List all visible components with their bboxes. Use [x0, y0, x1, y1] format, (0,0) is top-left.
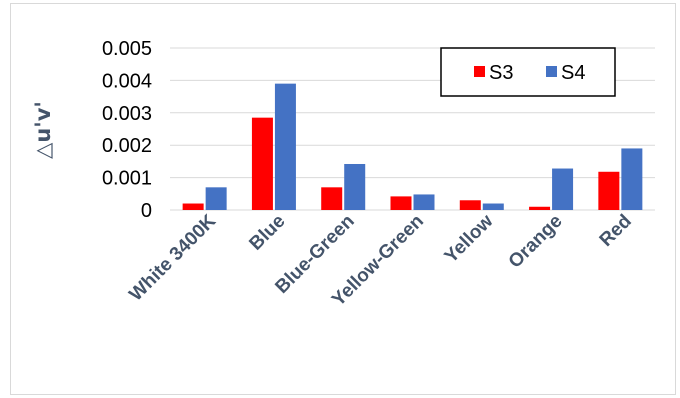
bar-s3-blue-green: [321, 187, 343, 210]
y-axis-ticks: 0 0.001 0.002 0.003 0.004 0.005: [102, 38, 152, 222]
legend-swatch-s3: [474, 66, 485, 77]
y-tick-label: 0: [141, 200, 152, 222]
legend-label-s3: S3: [489, 62, 513, 84]
y-tick-label: 0.001: [102, 168, 152, 190]
bar-s4-yellow: [482, 203, 504, 210]
bar-s4-blue-green: [344, 163, 366, 210]
y-tick-label: 0.003: [102, 103, 152, 125]
bar-s3-blue: [251, 117, 273, 210]
y-axis-label: △u'v': [31, 101, 55, 159]
bar-s4-white-3400k: [205, 187, 227, 210]
bar-s4-orange: [552, 168, 574, 210]
legend: S3 S4: [440, 47, 616, 97]
bar-s3-red: [598, 171, 620, 210]
bars: [182, 83, 643, 210]
bar-s4-yellow-green: [413, 194, 435, 210]
legend-swatch-s4: [546, 66, 557, 77]
y-tick-label: 0.004: [102, 70, 152, 92]
bar-s3-orange: [529, 206, 551, 210]
bar-s3-yellow-green: [390, 196, 412, 210]
legend-label-s4: S4: [561, 62, 585, 84]
y-tick-label: 0.005: [102, 38, 152, 60]
y-tick-label: 0.002: [102, 135, 152, 157]
bar-s3-white-3400k: [182, 203, 204, 210]
legend-box: [440, 47, 616, 97]
bar-s3-yellow: [459, 200, 481, 210]
bar-s4-blue: [274, 83, 296, 210]
bar-s4-red: [621, 148, 643, 210]
